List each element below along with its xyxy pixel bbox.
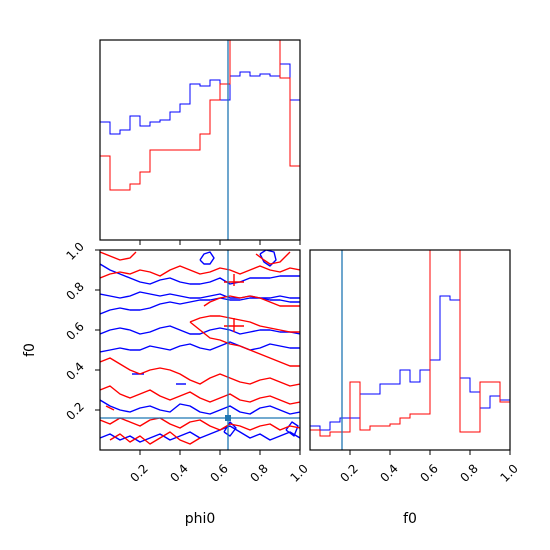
phi0-hist-series-1 <box>100 40 300 191</box>
contour-5 <box>100 399 300 415</box>
contour-12 <box>285 421 299 437</box>
contour-13 <box>100 265 300 279</box>
ylabel-f0: f0 <box>22 343 38 357</box>
f0-hist-series-1 <box>310 250 510 437</box>
contour-0 <box>100 263 300 285</box>
contour-7 <box>199 251 215 265</box>
phi0-hist-series-0 <box>100 63 300 135</box>
contour-27 <box>105 405 115 411</box>
contour-8 <box>259 250 277 267</box>
panel-2d-frame <box>99 249 301 451</box>
contour-21 <box>100 251 137 261</box>
contour-15 <box>189 315 300 333</box>
xlabel-f0: f0 <box>403 511 417 527</box>
contour-2 <box>100 295 300 315</box>
contour-3 <box>100 325 300 335</box>
xlabel-phi0: phi0 <box>185 511 216 527</box>
contour-17 <box>100 357 300 387</box>
contour-14 <box>203 295 300 307</box>
contour-1 <box>100 291 300 303</box>
panel-right-frame <box>309 249 511 451</box>
contour-19 <box>100 417 300 431</box>
contour-18 <box>100 385 300 405</box>
panel-top-frame <box>99 39 301 241</box>
contour-4 <box>100 341 300 353</box>
contour-22 <box>255 251 291 265</box>
contour-20 <box>109 431 201 445</box>
panel-top-hist <box>99 39 301 245</box>
truth-marker <box>225 415 231 421</box>
contour-16 <box>189 321 300 367</box>
